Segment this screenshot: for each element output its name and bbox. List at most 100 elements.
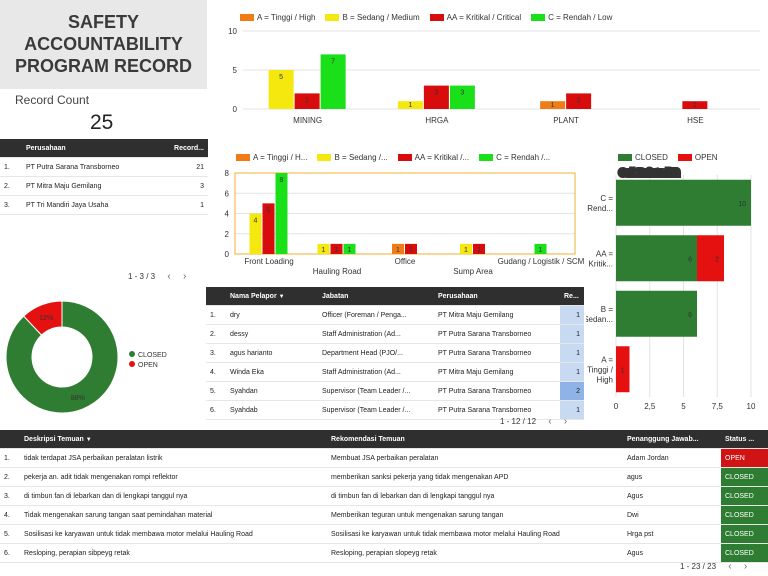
legend-item[interactable]: A = Tinggi / High [240,13,315,22]
legend-swatch [240,14,254,22]
header-deskripsi[interactable]: Deskripsi Temuan ▼ [20,430,327,449]
table-row[interactable]: 5. Sosilisasi ke karyawan untuk tidak mem… [0,524,768,544]
next-page-icon[interactable]: › [563,416,568,427]
legend-swatch [236,154,250,162]
header-perusahaan[interactable]: Perusahaan [434,287,560,306]
bar[interactable] [330,243,343,254]
header-nama-pelapor[interactable]: Nama Pelapor ▼ [226,287,318,306]
table-row[interactable]: 2. dessy Staff Administration (Ad... PT Put… [206,324,584,344]
prev-page-icon[interactable]: ‹ [728,561,732,572]
header-perusahaan[interactable]: Perusahaan [22,139,168,158]
page-title-line-3: PROGRAM RECORD [14,56,192,76]
header-rekomendasi[interactable]: Rekomendasi Temuan [327,430,623,449]
header-jabatan[interactable]: Jabatan [318,287,434,306]
legend-item[interactable]: CLOSED [618,153,668,162]
legend-label: B = Sedang /... [334,153,388,162]
bar[interactable] [566,93,592,109]
table-row[interactable]: 1. tidak terdapat JSA perbaikan peralatan… [0,448,768,468]
bar[interactable] [320,54,346,109]
bar[interactable] [540,101,566,109]
legend-label: A = Tinggi / H... [253,153,308,162]
table-row[interactable]: 1. PT Putra Sarana Transborneo 21 [0,157,208,177]
header-record[interactable]: Re... [560,287,584,306]
bar[interactable] [682,101,708,109]
x-tick-label: Sump Area [453,267,493,276]
legend-label: A = Tinggi / High [257,13,316,22]
bar[interactable] [249,213,262,255]
legend-item[interactable]: B = Sedang / Medium [325,13,420,22]
bar[interactable] [343,243,356,254]
table-row[interactable]: 3. di timbun fan di lebarkan dan di lengk… [0,486,768,506]
table-row[interactable]: 3. agus harianto Department Head (PJO/... P… [206,343,584,363]
prev-page-icon[interactable]: ‹ [167,271,171,282]
prev-page-icon[interactable]: ‹ [548,416,552,427]
bar[interactable] [460,243,472,254]
table-row[interactable]: 5. Syahdan Supervisor (Team Leader /... PT … [206,381,584,401]
reporter-pager-text: 1 - 12 / 12 [500,417,537,426]
bar-value-label: 1 [477,247,481,254]
reporter-perusahaan: PT Putra Sarana Transborneo [434,324,560,344]
row-index: 5. [0,524,20,544]
table-row[interactable]: 2. PT Mitra Maju Gemilang 3 [0,176,208,196]
header-record-count[interactable]: Record... [168,139,208,158]
legend-item[interactable]: AA = Kritikal /... [397,153,470,162]
bar[interactable] [616,235,697,282]
company-name: PT Tri Mandiri Jaya Usaha [22,195,168,215]
y-tick-label: Kritik... [589,259,613,268]
bar[interactable] [534,243,547,254]
company-table-header: Perusahaan Record... [0,139,208,158]
bar[interactable] [262,203,275,254]
bar[interactable] [392,243,404,254]
bar[interactable] [616,290,697,337]
legend-label[interactable]: CLOSED [138,352,167,359]
header-status[interactable]: Status ... [721,430,768,449]
table-row[interactable]: 4. Tidak mengenakan sarung tangan saat pe… [0,505,768,525]
next-page-icon[interactable]: › [743,561,748,572]
bar[interactable] [449,85,475,109]
bar[interactable] [473,243,485,254]
reporter-perusahaan: PT Mitra Maju Gemilang [434,362,560,382]
legend-label: B = Sedang / Medium [342,13,420,22]
table-row[interactable]: 4. Winda Eka Staff Administration (Ad... PT… [206,362,584,382]
y-tick-label: B = [601,305,614,314]
bar[interactable] [616,346,630,393]
sort-desc-icon[interactable]: ▼ [85,436,92,443]
company-pager: 1 - 3 / 3 ‹ › [128,271,186,282]
bar[interactable] [268,70,294,109]
pie-slice[interactable] [5,300,119,414]
row-index: 1. [206,305,226,325]
bar[interactable] [616,179,751,226]
page-title-line-1: SAFETY [67,12,139,32]
reporter-jabatan: Supervisor (Team Leader /... [318,381,434,401]
record-count: 1 [560,343,584,363]
legend-label[interactable]: OPEN [138,362,158,369]
bar[interactable] [317,243,330,254]
bar[interactable] [405,243,417,254]
reporter-jabatan: Staff Administration (Ad... [318,362,434,382]
reporter-jabatan: Department Head (PJO/... [318,343,434,363]
legend-item[interactable]: A = Tinggi / H... [236,153,307,162]
bar[interactable] [397,101,423,109]
next-page-icon[interactable]: › [182,271,187,282]
sort-desc-icon[interactable]: ▼ [278,293,285,300]
header-penanggung-jawab[interactable]: Penanggung Jawab... [623,430,721,449]
legend-label: AA = Kritikal /... [414,153,470,162]
y-tick-label: 0 [233,105,238,114]
legend-item[interactable]: AA = Kritikal / Critical [429,13,521,22]
legend-item[interactable]: C = Rendah /... [479,153,550,162]
bar-value-label: 1 [396,247,400,254]
reporter-table-header: Nama Pelapor ▼ Jabatan Perusahaan Re... [206,287,584,306]
bar[interactable] [294,93,320,109]
table-row[interactable]: 6. Syahdab Supervisor (Team Leader /... PT … [206,400,584,420]
bar[interactable] [697,235,724,282]
table-row[interactable]: 6. Resloping, perapian sibpeyg retak Reslo… [0,543,768,563]
bar[interactable] [423,85,449,109]
legend-item[interactable]: OPEN [677,153,718,162]
bar[interactable] [275,173,288,254]
table-row[interactable]: 1. dry Officer (Foreman / Penga... PT Mitra… [206,305,584,325]
legend-item[interactable]: C = Rendah / Low [531,13,612,22]
table-row[interactable]: 2. pekerja an. adit tidak mengenakan romp… [0,467,768,487]
legend-item[interactable]: B = Sedang /... [317,153,388,162]
table-row[interactable]: 3. PT Tri Mandiri Jaya Usaha 1 [0,195,208,215]
row-index: 6. [206,400,226,420]
